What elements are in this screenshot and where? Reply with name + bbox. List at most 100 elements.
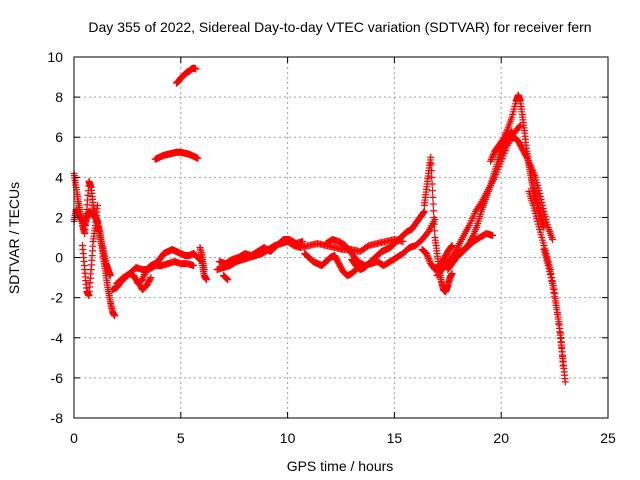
data-point (501, 132, 509, 140)
data-point (428, 173, 436, 181)
x-axis-label: GPS time / hours (287, 458, 394, 474)
y-tick-label: 0 (55, 250, 63, 266)
x-tick-label: 10 (280, 430, 296, 446)
data-point (429, 200, 437, 208)
data-point (527, 163, 535, 171)
data-point (93, 201, 101, 209)
data-point (489, 152, 497, 160)
data-point (501, 130, 509, 138)
data-point (529, 167, 537, 175)
data-point (488, 154, 496, 162)
data-point (531, 172, 539, 180)
x-tick-label: 0 (70, 430, 78, 446)
data-point (546, 271, 554, 279)
data-point (424, 253, 432, 261)
data-point (551, 297, 559, 305)
y-tick-label: -8 (51, 410, 64, 426)
y-tick-label: 8 (55, 89, 63, 105)
data-point (551, 293, 559, 301)
data-point (522, 152, 530, 160)
data-point (499, 135, 507, 143)
data-point (420, 208, 428, 216)
data-point (138, 276, 146, 284)
data-point (553, 306, 561, 314)
data-point (448, 270, 456, 278)
data-point (428, 180, 436, 188)
series-segment-16 (348, 207, 428, 274)
data-point (536, 189, 544, 197)
series-segment-23 (497, 133, 556, 244)
data-points (70, 64, 569, 386)
x-tick-label: 15 (387, 430, 403, 446)
data-point (422, 250, 430, 258)
series-segment-20 (450, 229, 497, 260)
data-point (223, 275, 231, 283)
data-point (555, 320, 563, 328)
x-tick-label: 5 (177, 430, 185, 446)
data-point (548, 236, 556, 244)
data-point (194, 154, 202, 162)
data-point (548, 280, 556, 288)
data-point (430, 207, 438, 215)
data-point (139, 274, 147, 282)
series-segment-13 (220, 272, 232, 284)
data-point (547, 274, 555, 282)
data-point (427, 167, 435, 175)
data-point (147, 274, 155, 282)
data-point (502, 129, 510, 137)
series-segment-21 (433, 121, 524, 280)
data-point (556, 329, 564, 337)
data-point (427, 160, 435, 168)
series-segment-22 (487, 91, 548, 231)
data-point (447, 243, 455, 251)
series-segment-3 (79, 201, 101, 300)
data-point (548, 277, 556, 285)
data-point (425, 256, 433, 264)
data-point (523, 153, 531, 161)
y-tick-label: 10 (47, 49, 63, 65)
y-tick-label: -6 (51, 370, 64, 386)
data-point (561, 378, 569, 386)
series-segment-18 (418, 242, 456, 274)
plot-frame (73, 56, 609, 419)
data-point (545, 265, 553, 273)
data-point (536, 192, 544, 200)
data-point (539, 204, 547, 212)
data-point (224, 276, 232, 284)
data-point (538, 201, 546, 209)
data-point (111, 312, 119, 320)
y-tick-label: -4 (51, 330, 64, 346)
data-point (425, 255, 433, 263)
data-point (423, 251, 431, 259)
chart-title: Day 355 of 2022, Sidereal Day-to-day VTE… (88, 19, 591, 35)
data-point (525, 158, 533, 166)
data-point (489, 151, 497, 159)
y-tick-label: 2 (55, 209, 63, 225)
data-point (528, 165, 536, 173)
y-tick-label: 6 (55, 129, 63, 145)
data-point (420, 207, 428, 215)
series-segment-1 (70, 169, 119, 320)
data-point (140, 272, 148, 280)
data-point (192, 65, 200, 73)
data-point (549, 284, 557, 292)
data-point (524, 157, 532, 165)
data-point (556, 324, 564, 332)
series-segment-17 (420, 153, 456, 296)
data-point (552, 301, 560, 309)
data-point (529, 168, 537, 176)
x-tick-labels: 0 5 10 15 20 25 (70, 430, 616, 446)
y-tick-label: 4 (55, 169, 63, 185)
data-point (537, 195, 545, 203)
series-segment-2 (70, 205, 114, 280)
data-point (530, 170, 538, 178)
data-point (487, 156, 495, 164)
data-point (427, 153, 435, 161)
data-point (448, 242, 456, 250)
data-point (544, 262, 552, 270)
data-point (428, 187, 436, 195)
series-segment-4 (108, 246, 206, 294)
data-point (489, 231, 497, 239)
axis-ticks (73, 56, 609, 419)
